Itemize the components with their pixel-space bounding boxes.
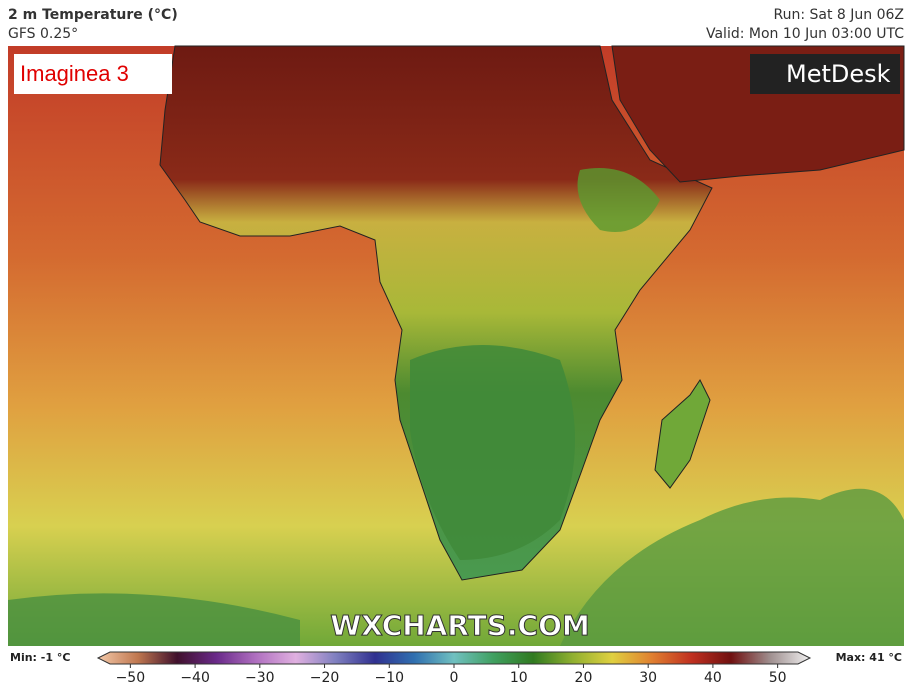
colorbar-tick-label: −50 [116,670,146,686]
ocean-cool [8,593,300,646]
label-box [14,54,172,94]
min-label: Min: -1 °C [10,651,70,664]
colorbar-tick-label: 30 [639,670,657,686]
colorbar-scale [96,651,812,665]
colorbar-tick-label: −30 [245,670,275,686]
colorbar-tick-label: 20 [575,670,593,686]
colorbar-tick-label: 10 [510,670,528,686]
colorbar-tick-label: 0 [450,670,459,686]
max-label: Max: 41 °C [836,651,902,664]
ethiopia-green [577,168,660,232]
ocean-cool [560,488,904,646]
title: 2 m Temperature (°C) [8,7,178,23]
watermark: WXCHARTS.COM [330,609,590,642]
brand-box [750,54,900,94]
colorbar-tick-label: 50 [769,670,787,686]
southern-green [410,345,575,560]
valid: Valid: Mon 10 Jun 03:00 UTC [706,26,904,42]
model: GFS 0.25° [8,26,78,42]
colorbar-tick-label: −20 [310,670,340,686]
map: Imaginea 3 MetDesk WXCHARTS.COM [8,45,905,646]
colorbar: −50 −40 −30 −20 −10 0 10 20 30 40 50 [96,651,812,686]
brand: MetDesk [786,60,891,88]
colorbar-tick-label: −40 [180,670,210,686]
madagascar [654,379,711,489]
colorbar-tick-label: 40 [704,670,722,686]
run: Run: Sat 8 Jun 06Z [773,7,904,23]
colorbar-tick-label: −10 [374,670,404,686]
image-label: Imaginea 3 [20,61,129,86]
